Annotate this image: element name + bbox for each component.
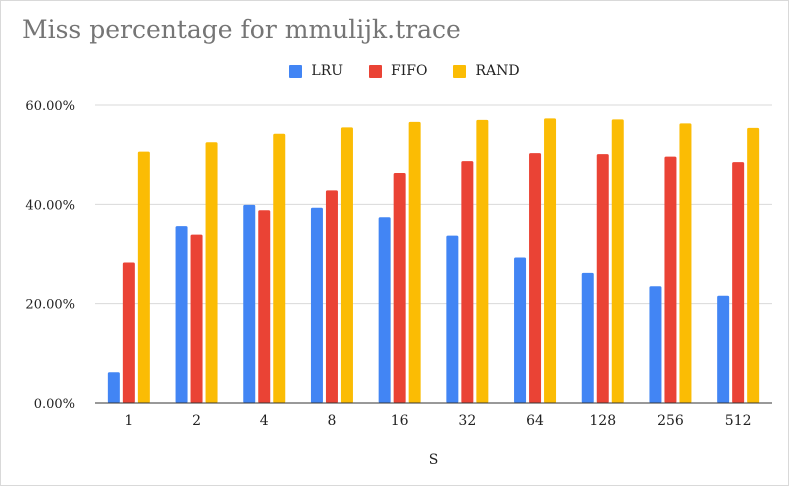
legend-label-fifo: FIFO: [391, 63, 428, 79]
x-tick-label: 128: [589, 413, 616, 429]
chart-title: Miss percentage for mmulijk.trace: [22, 15, 461, 44]
bar-fifo: [325, 190, 338, 403]
bar-fifo: [122, 262, 135, 403]
bar-rand: [205, 142, 218, 403]
bar-fifo: [190, 234, 203, 403]
x-tick-label: 64: [526, 413, 544, 429]
bar-lru: [446, 235, 459, 403]
bar-fifo: [393, 173, 406, 403]
bar-fifo: [732, 162, 745, 403]
bar-fifo: [596, 154, 609, 403]
bar-lru: [310, 207, 323, 403]
legend-item-rand: RAND: [453, 63, 520, 79]
legend-item-lru: LRU: [289, 63, 343, 79]
bar-fifo: [258, 210, 271, 403]
bar-rand: [544, 118, 557, 403]
x-tick-label: 4: [260, 413, 269, 429]
bar-rand: [476, 119, 489, 404]
y-tick-label: 20.00%: [25, 298, 75, 313]
y-tick-label: 40.00%: [25, 198, 75, 213]
x-tick-label: 16: [391, 413, 409, 429]
bar-rand: [679, 123, 692, 404]
bar-lru: [581, 272, 594, 403]
bar-lru: [107, 372, 120, 403]
x-tick-label: 2: [192, 413, 201, 429]
bar-rand: [137, 151, 150, 403]
legend-swatch-lru: [289, 64, 303, 78]
legend-item-fifo: FIFO: [369, 63, 427, 79]
bar-rand: [340, 127, 353, 403]
bar-lru: [243, 204, 256, 403]
bar-lru: [717, 295, 730, 403]
x-tick-label: 8: [327, 413, 336, 429]
bar-rand: [273, 133, 286, 403]
x-tick-label: 512: [725, 413, 752, 429]
legend-swatch-fifo: [369, 64, 383, 78]
bar-rand: [611, 119, 624, 404]
legend-label-lru: LRU: [311, 63, 344, 79]
bar-lru: [175, 226, 188, 403]
bar-fifo: [664, 156, 677, 403]
x-tick-label: 32: [458, 413, 476, 429]
x-tick-label: 1: [124, 413, 133, 429]
y-tick-label: 60.00%: [25, 99, 75, 114]
bar-rand: [408, 121, 421, 404]
bar-fifo: [529, 153, 542, 403]
bar-lru: [514, 257, 527, 403]
x-axis-label: S: [429, 452, 439, 468]
bar-fifo: [461, 161, 474, 403]
legend: LRU FIFO RAND: [1, 63, 788, 79]
x-tick-label: 256: [657, 413, 684, 429]
y-tick-label: 0.00%: [34, 397, 75, 412]
bar-rand: [747, 127, 760, 403]
bar-lru: [649, 286, 662, 403]
bar-lru: [378, 217, 391, 403]
legend-label-rand: RAND: [475, 63, 520, 79]
legend-swatch-rand: [453, 64, 467, 78]
